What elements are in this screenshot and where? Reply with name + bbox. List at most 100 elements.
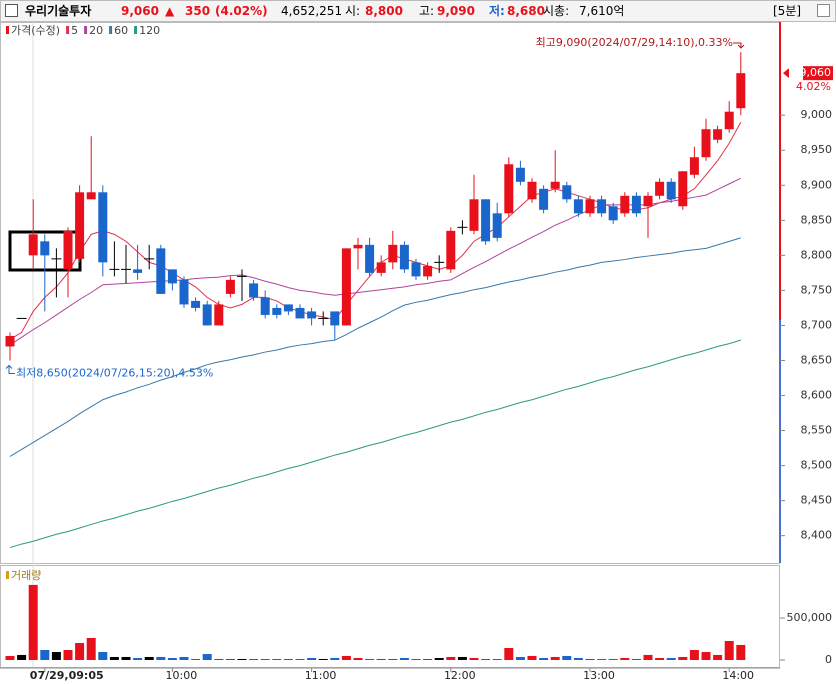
volume-bar xyxy=(539,657,549,660)
last-price: 9,060 xyxy=(800,66,832,79)
last-pct: 4.02% xyxy=(796,80,831,93)
candle-body xyxy=(388,244,398,263)
candle-body xyxy=(167,269,177,284)
y-tick-label: 8,800 xyxy=(801,248,833,261)
legend-swatch xyxy=(84,26,88,34)
volume-bar xyxy=(75,643,85,660)
candle-body xyxy=(562,185,572,200)
checkbox[interactable] xyxy=(5,4,18,17)
volume-bar xyxy=(469,657,479,660)
candle-body xyxy=(515,167,525,182)
x-tick-label: 13:00 xyxy=(583,669,615,682)
volume-bar xyxy=(457,656,467,660)
volume-bar xyxy=(5,655,15,660)
candle-body xyxy=(5,335,15,347)
candle-body xyxy=(283,304,293,312)
volume-bar xyxy=(109,656,119,660)
candle-body xyxy=(376,262,386,273)
candle-body xyxy=(40,241,50,256)
open: 8,800 xyxy=(365,4,403,18)
volume-bar xyxy=(86,637,96,660)
candle-body xyxy=(550,181,560,189)
volume-bar xyxy=(40,649,50,660)
candle-body xyxy=(98,192,108,263)
legend-label: 60 xyxy=(114,24,128,37)
last-price-box xyxy=(803,66,833,81)
y-tick-label: 8,700 xyxy=(801,318,833,331)
volume-bar xyxy=(353,657,363,660)
moving-average xyxy=(9,121,742,340)
x-tick-label: 07/29,09:05 xyxy=(30,669,104,682)
x-tick-label: 14:00 xyxy=(722,669,754,682)
volume-bar xyxy=(655,657,665,660)
volume-bar xyxy=(307,657,317,660)
candle-body xyxy=(423,265,433,277)
candle-body xyxy=(573,199,583,214)
stock-name[interactable]: 우리기술투자 xyxy=(25,4,92,18)
volume-bar xyxy=(724,641,734,660)
volume-bar xyxy=(678,656,688,660)
candle-body xyxy=(539,188,549,210)
low-label: 저: xyxy=(489,4,505,18)
volume-bar xyxy=(318,658,328,660)
volume-bar xyxy=(562,655,572,660)
legend-swatch xyxy=(134,26,138,34)
candle-body xyxy=(28,234,38,256)
candle-body xyxy=(446,230,456,270)
legend-label: 20 xyxy=(89,24,103,37)
y-tick-label: 8,650 xyxy=(801,353,833,366)
candle-body xyxy=(225,279,235,294)
volume-bar xyxy=(202,654,212,660)
volume-bar xyxy=(98,652,108,660)
open-label: 시: xyxy=(345,4,361,18)
candle-body xyxy=(469,199,479,231)
candle-body xyxy=(597,199,607,214)
candle-body xyxy=(585,199,595,214)
candle-body xyxy=(678,171,688,207)
candle-body xyxy=(492,213,502,238)
volume-bar xyxy=(573,657,583,660)
candle-body xyxy=(133,269,143,273)
low-annotation: 최저8,650(2024/07/26,15:20),4.53% xyxy=(16,366,213,379)
candle-body xyxy=(655,181,665,196)
volume-bar xyxy=(179,656,189,660)
x-tick-label: 12:00 xyxy=(444,669,476,682)
volume-bar xyxy=(620,657,630,660)
volume-bar xyxy=(631,658,641,660)
volume-bar xyxy=(191,658,201,660)
interval[interactable]: [5분] xyxy=(773,4,802,18)
volume-panel xyxy=(0,565,780,668)
price: 9,060 xyxy=(121,4,159,18)
price-panel xyxy=(0,22,780,564)
candle-body xyxy=(202,304,212,326)
volume-bar xyxy=(376,658,386,660)
volume-bar xyxy=(63,649,73,660)
y-tick-label: 500,000 xyxy=(787,611,833,624)
volume-bar xyxy=(121,656,131,660)
y-tick-label: 8,450 xyxy=(801,494,833,507)
header: 우리기술투자 9,060 ▲ 350 (4.02%) 4,652,251 시: … xyxy=(0,0,836,22)
legend-label: 120 xyxy=(139,24,160,37)
candle-body xyxy=(341,248,351,326)
candle-body xyxy=(736,73,746,109)
volume-bar xyxy=(597,658,607,660)
volume-bar xyxy=(736,644,746,660)
candle-body xyxy=(191,300,201,308)
candle-body xyxy=(504,164,514,214)
candle-body xyxy=(527,181,537,200)
candle-body xyxy=(86,192,96,200)
candle-body xyxy=(631,195,641,214)
legend-label: 5 xyxy=(71,24,78,37)
volume-bar xyxy=(237,658,247,660)
change: 350 xyxy=(185,4,211,18)
volume-bar xyxy=(689,649,699,660)
volume-bar xyxy=(388,658,398,660)
volume-label: 거래량 xyxy=(11,569,41,582)
high-annotation: 최고9,090(2024/07/29,14:10),0.33% xyxy=(536,36,733,49)
volume-bar xyxy=(365,658,375,660)
candle-body xyxy=(399,244,409,270)
cap: 7,610억 xyxy=(579,4,625,18)
settings-button[interactable] xyxy=(817,4,830,17)
